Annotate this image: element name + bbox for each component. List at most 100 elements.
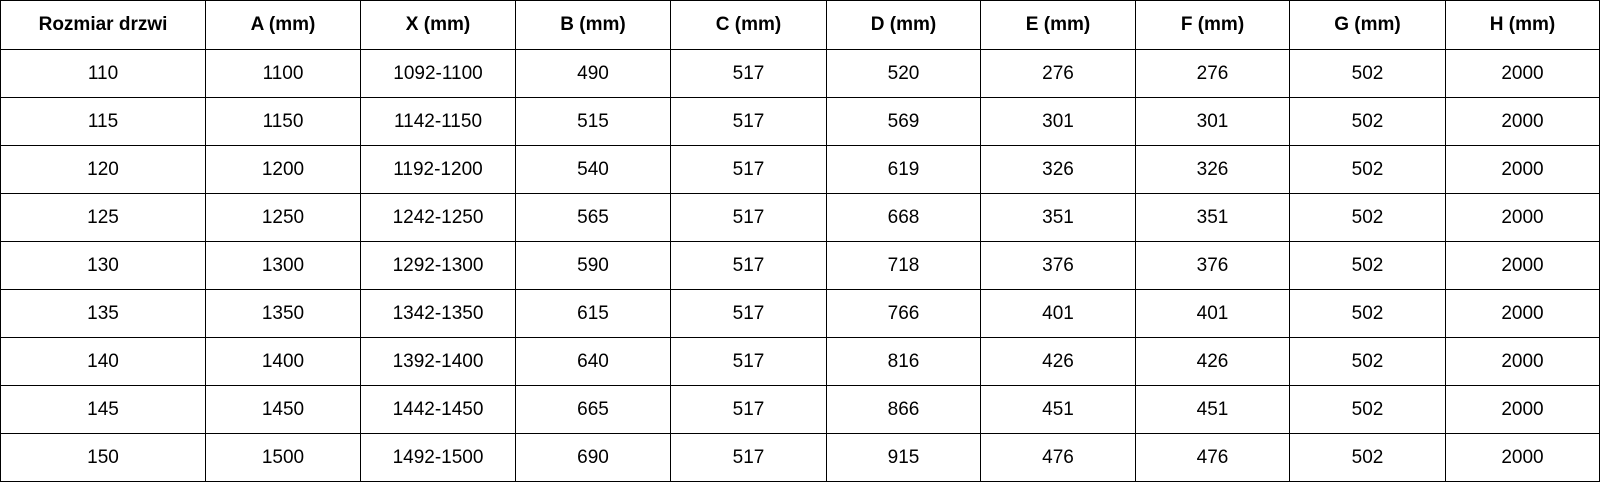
table-cell: 517 xyxy=(670,97,827,146)
table-cell: 517 xyxy=(670,193,827,242)
table-cell: 140 xyxy=(0,337,206,386)
table-cell: 376 xyxy=(1135,241,1290,290)
table-cell: 125 xyxy=(0,193,206,242)
table-cell: 2000 xyxy=(1445,289,1600,338)
column-header: X (mm) xyxy=(360,0,516,50)
table-cell: 615 xyxy=(515,289,671,338)
table-cell: 517 xyxy=(670,385,827,434)
table-cell: 502 xyxy=(1289,385,1446,434)
table-cell: 1242-1250 xyxy=(360,193,516,242)
table-cell: 110 xyxy=(0,49,206,98)
table-cell: 2000 xyxy=(1445,49,1600,98)
table-cell: 401 xyxy=(1135,289,1290,338)
table-cell: 502 xyxy=(1289,289,1446,338)
column-header: E (mm) xyxy=(980,0,1136,50)
table-cell: 150 xyxy=(0,433,206,482)
table-cell: 1350 xyxy=(205,289,361,338)
table-cell: 326 xyxy=(980,145,1136,194)
table-cell: 517 xyxy=(670,241,827,290)
table-cell: 502 xyxy=(1289,49,1446,98)
header-row: Rozmiar drzwi A (mm) X (mm) B (mm) C (mm) D (… xyxy=(0,0,1600,50)
table-cell: 1192-1200 xyxy=(360,145,516,194)
table-cell: 1100 xyxy=(205,49,361,98)
table-cell: 376 xyxy=(980,241,1136,290)
table-cell: 1092-1100 xyxy=(360,49,516,98)
table-cell: 866 xyxy=(826,385,981,434)
table-cell: 502 xyxy=(1289,193,1446,242)
column-header: Rozmiar drzwi xyxy=(0,0,206,50)
table-cell: 1492-1500 xyxy=(360,433,516,482)
table-row: 120 1200 1192-1200 540 517 619 326 326 502 2000 xyxy=(0,145,1600,194)
table-row: 125 1250 1242-1250 565 517 668 351 351 502 2000 xyxy=(0,193,1600,242)
column-header: B (mm) xyxy=(515,0,671,50)
column-header: D (mm) xyxy=(826,0,981,50)
table-cell: 135 xyxy=(0,289,206,338)
table-row: 135 1350 1342-1350 615 517 766 401 401 502 2000 xyxy=(0,289,1600,338)
table-cell: 1450 xyxy=(205,385,361,434)
table-cell: 619 xyxy=(826,145,981,194)
table-cell: 426 xyxy=(1135,337,1290,386)
table-cell: 766 xyxy=(826,289,981,338)
table-cell: 1300 xyxy=(205,241,361,290)
table-row: 110 1100 1092-1100 490 517 520 276 276 502 2000 xyxy=(0,49,1600,98)
table-cell: 668 xyxy=(826,193,981,242)
table-cell: 517 xyxy=(670,289,827,338)
table-cell: 2000 xyxy=(1445,337,1600,386)
table-row: 145 1450 1442-1450 665 517 866 451 451 502 2000 xyxy=(0,385,1600,434)
table-cell: 640 xyxy=(515,337,671,386)
table-cell: 915 xyxy=(826,433,981,482)
table-cell: 816 xyxy=(826,337,981,386)
table-cell: 301 xyxy=(1135,97,1290,146)
table-cell: 517 xyxy=(670,49,827,98)
column-header: A (mm) xyxy=(205,0,361,50)
table-cell: 2000 xyxy=(1445,385,1600,434)
table-row: 115 1150 1142-1150 515 517 569 301 301 502 2000 xyxy=(0,97,1600,146)
table-cell: 451 xyxy=(980,385,1136,434)
table-cell: 517 xyxy=(670,433,827,482)
table-cell: 565 xyxy=(515,193,671,242)
table-row: 150 1500 1492-1500 690 517 915 476 476 502 2000 xyxy=(0,433,1600,482)
table-row: 130 1300 1292-1300 590 517 718 376 376 502 2000 xyxy=(0,241,1600,290)
table-cell: 502 xyxy=(1289,241,1446,290)
table-cell: 490 xyxy=(515,49,671,98)
table-cell: 665 xyxy=(515,385,671,434)
column-header: C (mm) xyxy=(670,0,827,50)
table-cell: 401 xyxy=(980,289,1136,338)
table-cell: 1150 xyxy=(205,97,361,146)
column-header: G (mm) xyxy=(1289,0,1446,50)
table-cell: 1200 xyxy=(205,145,361,194)
table-cell: 476 xyxy=(1135,433,1290,482)
table-cell: 517 xyxy=(670,337,827,386)
table-cell: 502 xyxy=(1289,337,1446,386)
table-cell: 1142-1150 xyxy=(360,97,516,146)
table-cell: 351 xyxy=(1135,193,1290,242)
table-cell: 2000 xyxy=(1445,433,1600,482)
table-cell: 326 xyxy=(1135,145,1290,194)
table-cell: 2000 xyxy=(1445,97,1600,146)
table-cell: 1292-1300 xyxy=(360,241,516,290)
table-cell: 1342-1350 xyxy=(360,289,516,338)
table-cell: 520 xyxy=(826,49,981,98)
table-body: 110 1100 1092-1100 490 517 520 276 276 502 2000 11… xyxy=(0,49,1600,482)
column-header: F (mm) xyxy=(1135,0,1290,50)
table-cell: 276 xyxy=(980,49,1136,98)
table-cell: 2000 xyxy=(1445,145,1600,194)
table-cell: 1392-1400 xyxy=(360,337,516,386)
table-cell: 145 xyxy=(0,385,206,434)
table-cell: 502 xyxy=(1289,97,1446,146)
table-cell: 517 xyxy=(670,145,827,194)
table-cell: 301 xyxy=(980,97,1136,146)
table-cell: 351 xyxy=(980,193,1136,242)
table-row: 140 1400 1392-1400 640 517 816 426 426 502 2000 xyxy=(0,337,1600,386)
table-cell: 690 xyxy=(515,433,671,482)
table-cell: 718 xyxy=(826,241,981,290)
table-cell: 1442-1450 xyxy=(360,385,516,434)
table-cell: 451 xyxy=(1135,385,1290,434)
table-cell: 2000 xyxy=(1445,193,1600,242)
table-cell: 476 xyxy=(980,433,1136,482)
table-cell: 120 xyxy=(0,145,206,194)
table-cell: 426 xyxy=(980,337,1136,386)
column-header: H (mm) xyxy=(1445,0,1600,50)
table-cell: 2000 xyxy=(1445,241,1600,290)
